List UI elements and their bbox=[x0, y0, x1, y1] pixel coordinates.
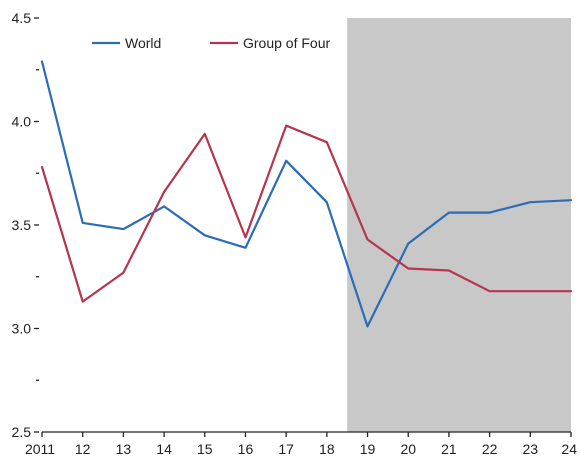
x-tick-label: 22 bbox=[482, 441, 498, 457]
series-line-world bbox=[40, 60, 573, 328]
y-tick-label: 4.5 bbox=[12, 10, 32, 26]
x-tick-label: 24 bbox=[561, 441, 577, 457]
axes-layer: 2.5 3.0 3.5 4.0 4.5 2011 12 13 14 15 16 17 18 19 20 21 2… bbox=[12, 10, 578, 457]
x-tick-label: 14 bbox=[156, 441, 172, 457]
legend: World Group of Four bbox=[92, 35, 330, 51]
y-tick-label: 3.5 bbox=[12, 217, 32, 233]
x-tick-label: 17 bbox=[278, 441, 294, 457]
x-tick-label: 2011 bbox=[25, 441, 55, 457]
x-tick-label: 16 bbox=[238, 441, 254, 457]
x-tick-label: 13 bbox=[116, 441, 132, 457]
series-line-group-of-four bbox=[40, 124, 573, 303]
x-tick-label: 23 bbox=[523, 441, 539, 457]
series-layer bbox=[40, 60, 573, 328]
x-tick-label: 19 bbox=[360, 441, 376, 457]
x-tick-label: 21 bbox=[441, 441, 457, 457]
x-tick-label: 15 bbox=[197, 441, 213, 457]
forecast-shading-layer bbox=[347, 18, 571, 432]
x-tick-label: 12 bbox=[75, 441, 91, 457]
forecast-shade-rect bbox=[347, 18, 571, 432]
x-tick-label: 20 bbox=[400, 441, 416, 457]
y-tick-label: 2.5 bbox=[12, 424, 32, 440]
legend-label: World bbox=[125, 35, 161, 51]
legend-label: Group of Four bbox=[243, 35, 330, 51]
y-tick-label: 3.0 bbox=[12, 321, 32, 337]
y-tick-label: 4.0 bbox=[12, 114, 32, 130]
x-tick-label: 18 bbox=[319, 441, 335, 457]
